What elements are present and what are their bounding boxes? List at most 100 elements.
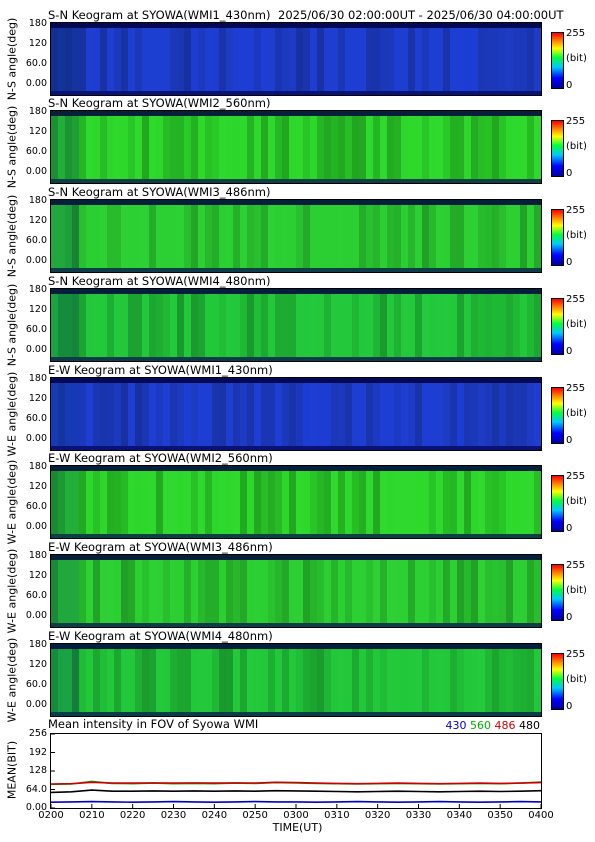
colorbar xyxy=(551,564,564,621)
keogram-stripe xyxy=(534,383,541,446)
keogram-ytick: 120 xyxy=(28,481,47,492)
keogram-stripe xyxy=(324,28,331,91)
keogram-ytick: 180 xyxy=(28,284,47,295)
keogram-stripe xyxy=(422,560,429,623)
keogram-stripe xyxy=(107,471,114,534)
keogram-stripe xyxy=(352,471,359,534)
keogram-stripe xyxy=(443,205,450,268)
keogram-stripe xyxy=(177,649,184,712)
keogram-stripe xyxy=(170,471,177,534)
colorbar-label: 0 xyxy=(566,701,573,712)
keogram-horizon-top xyxy=(51,644,541,649)
colorbar-label: 255 xyxy=(566,471,586,482)
keogram-title: E-W Keogram at SYOWA(WMI1_430nm) xyxy=(48,363,273,377)
keogram-stripe xyxy=(401,471,408,534)
keogram-stripe xyxy=(303,383,310,446)
keogram-svg xyxy=(51,289,541,361)
keogram-stripe xyxy=(366,205,373,268)
keogram-stripe xyxy=(58,560,65,623)
keogram-stripe xyxy=(506,383,513,446)
keogram-stripe xyxy=(191,649,198,712)
keogram-stripe xyxy=(366,649,373,712)
keogram-stripe xyxy=(478,116,485,179)
keogram-ytick: 60.0 xyxy=(25,324,47,335)
keogram-stripe xyxy=(58,116,65,179)
keogram-stripe xyxy=(415,471,422,534)
keogram-horizon-bottom xyxy=(51,357,541,361)
colorbar xyxy=(551,298,564,355)
keogram-stripe xyxy=(86,471,93,534)
keogram-stripe xyxy=(534,205,541,268)
keogram-stripe xyxy=(65,471,72,534)
keogram-stripe xyxy=(219,205,226,268)
keogram-stripe xyxy=(345,205,352,268)
keogram-stripe xyxy=(184,560,191,623)
keogram-stripe xyxy=(114,294,121,357)
keogram-stripe xyxy=(289,383,296,446)
keogram-stripe xyxy=(247,383,254,446)
keogram-stripe xyxy=(394,116,401,179)
colorbar-label: 0 xyxy=(566,435,573,446)
keogram-stripe xyxy=(359,28,366,91)
keogram-panel-6: E-W Keogram at SYOWA(WMI2_560nm) W-E angl… xyxy=(0,451,595,544)
keogram-stripe xyxy=(464,560,471,623)
keogram-ytick: 0.00 xyxy=(25,610,47,621)
keogram-stripe xyxy=(163,471,170,534)
keogram-stripe xyxy=(401,28,408,91)
keogram-stripe xyxy=(184,28,191,91)
keogram-stripe xyxy=(485,471,492,534)
keogram-stripe xyxy=(100,649,107,712)
keogram-stripe xyxy=(219,294,226,357)
keogram-stripe xyxy=(478,294,485,357)
keogram-stripe xyxy=(142,471,149,534)
keogram-stripe xyxy=(492,471,499,534)
keogram-stripe xyxy=(240,560,247,623)
keogram-horizon-top xyxy=(51,555,541,560)
keogram-stripe xyxy=(457,116,464,179)
keogram-stripe xyxy=(261,649,268,712)
keogram-stripe xyxy=(65,560,72,623)
keogram-stripe xyxy=(184,205,191,268)
keogram-stripe xyxy=(436,294,443,357)
keogram-image xyxy=(50,465,542,539)
keogram-stripe xyxy=(408,116,415,179)
keogram-image xyxy=(50,554,542,628)
keogram-stripe xyxy=(233,205,240,268)
keogram-stripe xyxy=(324,471,331,534)
keogram-stripe xyxy=(527,28,534,91)
keogram-ytick: 120 xyxy=(28,126,47,137)
keogram-stripe xyxy=(359,205,366,268)
colorbar-label: 255 xyxy=(566,294,586,305)
keogram-background xyxy=(51,555,541,627)
keogram-stripe xyxy=(121,294,128,357)
keogram-stripe xyxy=(366,28,373,91)
keogram-stripe xyxy=(226,28,233,91)
keogram-ytick: 60.0 xyxy=(25,501,47,512)
keogram-stripe xyxy=(380,294,387,357)
keogram-ylabel-box: N-S angle(deg) xyxy=(2,195,22,278)
keogram-stripe xyxy=(198,28,205,91)
keogram-stripe xyxy=(289,28,296,91)
keogram-stripe xyxy=(240,294,247,357)
keogram-ytick: 120 xyxy=(28,215,47,226)
keogram-stripe xyxy=(471,471,478,534)
keogram-stripe xyxy=(289,560,296,623)
keogram-stripe xyxy=(394,28,401,91)
keogram-title: E-W Keogram at SYOWA(WMI4_480nm) xyxy=(48,629,273,643)
keogram-stripe xyxy=(485,560,492,623)
keogram-stripe xyxy=(303,205,310,268)
x-tick-label: 0240 xyxy=(201,810,228,821)
keogram-stripe xyxy=(121,649,128,712)
keogram-stripe xyxy=(198,560,205,623)
keogram-stripe xyxy=(261,28,268,91)
colorbar-label: 255 xyxy=(566,560,586,571)
keogram-stripe xyxy=(65,649,72,712)
keogram-stripe xyxy=(163,649,170,712)
keogram-ylabel: N-S angle(deg) xyxy=(5,105,19,189)
keogram-stripe xyxy=(261,116,268,179)
keogram-stripe xyxy=(317,116,324,179)
keogram-stripe xyxy=(373,205,380,268)
keogram-image xyxy=(50,199,542,273)
keogram-stripe xyxy=(296,471,303,534)
keogram-stripe xyxy=(156,116,163,179)
